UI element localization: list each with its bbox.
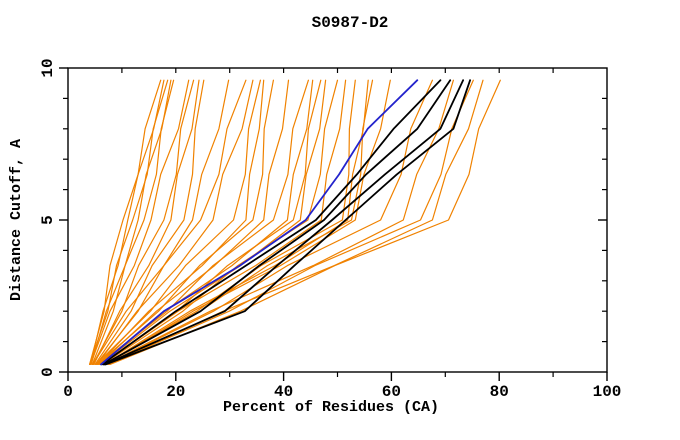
series-orange-31 [109, 79, 501, 365]
series-orange-20 [99, 79, 327, 365]
series-orange-17 [97, 79, 309, 365]
series-orange-29 [107, 79, 474, 365]
series-orange-08 [93, 79, 200, 365]
x-tick-label: 60 [382, 383, 401, 401]
series-lines [89, 79, 501, 366]
series-orange-25 [103, 79, 374, 365]
series-orange-01 [89, 79, 162, 365]
series-orange-09 [94, 79, 205, 365]
x-tick-label: 100 [593, 383, 622, 401]
x-tick-label: 0 [63, 383, 73, 401]
axes: 0 20 40 60 80 100 0 5 10 [39, 58, 621, 401]
y-tick-label: 5 [39, 215, 57, 225]
series-black-3 [103, 79, 464, 366]
series-orange-26 [105, 79, 391, 365]
y-axis-label: Distance Cutoff, A [8, 139, 25, 301]
series-blue-1 [100, 79, 419, 366]
x-tick-label: 20 [166, 383, 185, 401]
chart-title: S0987-D2 [312, 14, 389, 32]
y-tick-label: 10 [39, 58, 57, 77]
series-orange-21 [101, 79, 339, 365]
series-orange-10 [92, 79, 230, 365]
series-orange-03 [89, 79, 169, 365]
series-orange-27 [106, 79, 433, 365]
series-orange-16 [98, 79, 290, 365]
x-tick-label: 80 [490, 383, 509, 401]
series-orange-12 [96, 79, 254, 365]
series-orange-30 [108, 79, 484, 365]
series-orange-04 [90, 79, 172, 365]
series-orange-13 [95, 79, 261, 365]
series-orange-11 [95, 79, 247, 365]
series-black-1 [101, 79, 442, 366]
series-black-4 [104, 79, 471, 366]
plot-frame [67, 67, 608, 373]
series-orange-06 [90, 79, 190, 365]
series-orange-23 [103, 79, 356, 365]
series-orange-28 [105, 79, 454, 365]
series-orange-15 [96, 79, 274, 365]
y-tick-label: 0 [39, 367, 57, 377]
x-tick-label: 40 [274, 383, 293, 401]
series-orange-07 [92, 79, 195, 365]
series-orange-22 [100, 79, 347, 365]
series-orange-05 [91, 79, 175, 365]
x-axis-label: Percent of Residues (CA) [223, 399, 439, 416]
series-orange-14 [97, 79, 265, 365]
series-black-2 [102, 79, 452, 366]
